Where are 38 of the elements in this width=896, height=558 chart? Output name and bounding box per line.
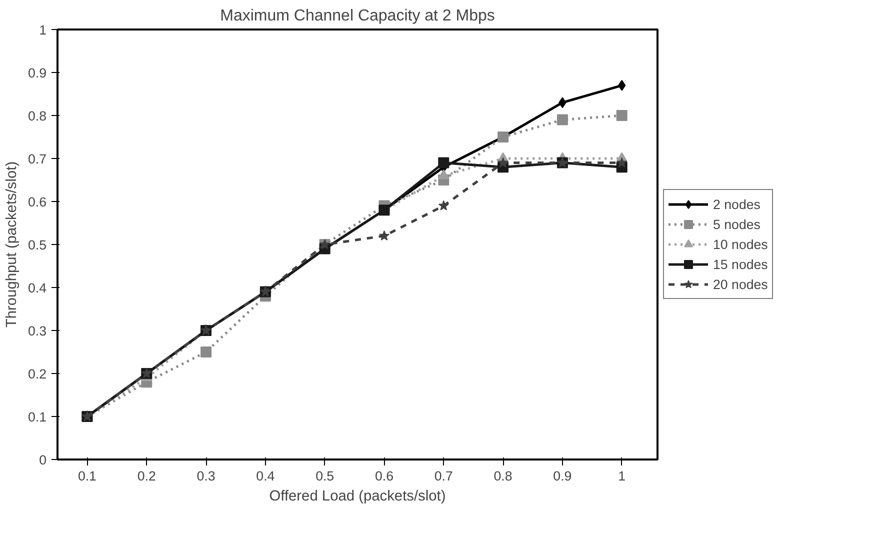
y-tick-label: 0.7 xyxy=(28,152,47,166)
x-tick-label: 0.2 xyxy=(137,468,156,484)
point xyxy=(438,169,450,180)
x-tick-label: 0.8 xyxy=(494,468,512,484)
x-tick-label: 0.5 xyxy=(316,468,334,484)
y-tick-label: 0 xyxy=(39,452,47,468)
x-tick-label: 0.9 xyxy=(553,468,572,484)
x-axis-title: Offered Load (packets/slot) xyxy=(269,488,446,504)
x-tick-label: 0.3 xyxy=(196,468,216,484)
y-tick-label: 0.4 xyxy=(28,280,48,296)
x-tick-label: 0.1 xyxy=(78,468,96,484)
y-tick-label: 0.1 xyxy=(28,410,47,424)
legend-label: 5 nodes xyxy=(713,216,760,232)
legend-label: 10 nodes xyxy=(713,236,768,252)
y-tick-label: 0.2 xyxy=(28,366,47,382)
point xyxy=(498,157,508,168)
point xyxy=(438,200,449,210)
x-tick-label: 0.7 xyxy=(434,468,453,484)
x-tick-label: 0.6 xyxy=(374,468,394,484)
y-tick-label: 0.8 xyxy=(28,108,47,124)
point xyxy=(200,346,212,358)
x-tick-label: 0.4 xyxy=(256,468,276,484)
chart-title: Maximum Channel Capacity at 2 Mbps xyxy=(220,8,495,24)
point xyxy=(616,157,628,168)
y-tick-label: 0.3 xyxy=(28,324,47,338)
y-tick-label: 1 xyxy=(39,22,47,38)
point xyxy=(556,114,568,126)
legend-label: 15 nodes xyxy=(713,256,768,272)
y-axis-title: Throughput (packets/slot) xyxy=(4,161,20,328)
point xyxy=(438,157,450,168)
x-tick-label: 1 xyxy=(618,468,626,484)
point xyxy=(616,110,628,121)
point xyxy=(378,230,390,240)
legend-label: 20 nodes xyxy=(713,276,768,292)
y-tick-label: 0.9 xyxy=(28,66,47,80)
legend-label: 2 nodes xyxy=(713,196,760,212)
y-tick-label: 0.6 xyxy=(28,194,47,210)
y-tick-label: 0.5 xyxy=(28,238,47,252)
